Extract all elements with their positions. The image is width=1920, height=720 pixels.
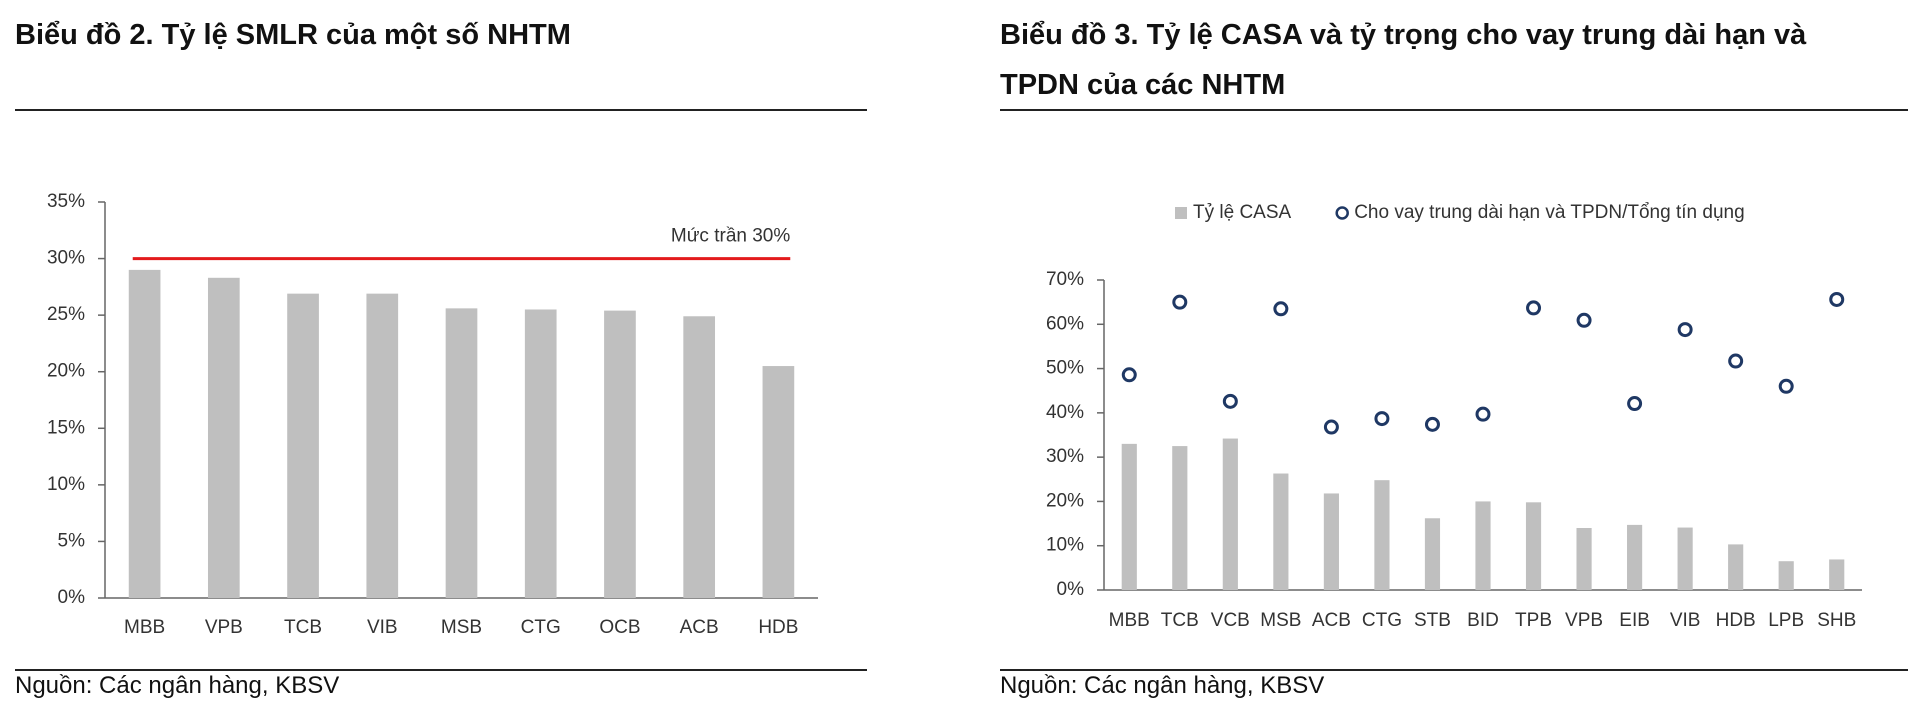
y-tick-label: 20% <box>1046 490 1084 511</box>
x-tick-label: SHB <box>1817 610 1856 631</box>
chart-title: Biểu đồ 2. Tỷ lệ SMLR của một số NHTM <box>15 19 571 51</box>
y-tick-label: 5% <box>58 530 86 551</box>
point <box>1374 411 1390 427</box>
y-tick-label: 10% <box>47 474 85 495</box>
bar <box>683 316 716 598</box>
legend-label: Cho vay trung dài hạn và TPDN/Tổng tín d… <box>1354 202 1744 223</box>
y-tick-label: 30% <box>1046 446 1084 467</box>
point <box>1222 393 1238 409</box>
y-tick-label: 35% <box>47 191 85 212</box>
x-tick-label: ACB <box>680 617 719 638</box>
bar <box>1525 502 1542 590</box>
bar <box>366 293 399 598</box>
point <box>1121 367 1137 383</box>
x-tick-label: MBB <box>1109 610 1150 631</box>
x-tick-label: CTG <box>1362 610 1402 631</box>
x-tick-label: MSB <box>441 617 482 638</box>
y-tick-label: 15% <box>47 417 85 438</box>
bar <box>128 269 161 598</box>
bar <box>1374 480 1390 590</box>
x-tick-label: CTG <box>521 617 561 638</box>
x-tick-label: VIB <box>367 617 398 638</box>
x-tick-label: VPB <box>205 617 243 638</box>
y-tick-label: 70% <box>1046 269 1084 290</box>
bar <box>1424 518 1441 590</box>
x-tick-label: TCB <box>284 617 322 638</box>
bar <box>1172 446 1188 590</box>
x-tick-label: MSB <box>1260 610 1301 631</box>
point <box>1172 294 1188 310</box>
bar <box>1627 524 1643 590</box>
y-tick-label: 50% <box>1046 358 1084 379</box>
bar <box>604 310 636 598</box>
x-tick-label: HDB <box>1716 610 1756 631</box>
legend-marker <box>1335 206 1349 220</box>
point <box>1677 322 1693 338</box>
point <box>1627 396 1643 412</box>
x-tick-label: TPB <box>1515 610 1552 631</box>
x-tick-label: LPB <box>1768 610 1804 631</box>
point <box>1526 300 1542 316</box>
bar <box>1121 443 1137 590</box>
x-tick-label: VCB <box>1211 610 1250 631</box>
x-tick-label: HDB <box>758 617 798 638</box>
point <box>1323 419 1339 435</box>
bar <box>1728 544 1744 590</box>
bar <box>445 308 478 598</box>
point <box>1475 406 1491 422</box>
point <box>1576 312 1592 328</box>
legend-marker <box>1175 207 1187 219</box>
x-tick-label: TCB <box>1161 610 1199 631</box>
y-tick-label: 25% <box>47 304 85 325</box>
bar <box>207 277 240 598</box>
source-note: Nguồn: Các ngân hàng, KBSV <box>15 672 340 699</box>
x-tick-label: BID <box>1467 610 1499 631</box>
x-tick-label: MBB <box>124 617 165 638</box>
bar <box>762 366 795 598</box>
y-tick-label: 0% <box>1057 579 1085 600</box>
x-tick-label: ACB <box>1312 610 1351 631</box>
bar <box>1323 493 1339 590</box>
x-tick-label: STB <box>1414 610 1451 631</box>
x-tick-label: VPB <box>1565 610 1603 631</box>
bar <box>287 293 319 598</box>
bar <box>1778 561 1794 590</box>
reference-label: Mức trần 30% <box>671 226 790 247</box>
chart-title: Biểu đồ 3. Tỷ lệ CASA và tỷ trọng cho va… <box>1000 19 1807 101</box>
bar <box>1829 559 1845 590</box>
y-tick-label: 60% <box>1046 313 1084 334</box>
source-note: Nguồn: Các ngân hàng, KBSV <box>1000 672 1325 699</box>
legend-label: Tỷ lệ CASA <box>1193 202 1292 223</box>
y-tick-label: 20% <box>47 361 85 382</box>
y-tick-label: 10% <box>1046 535 1084 556</box>
bar <box>1677 527 1693 590</box>
point <box>1424 416 1440 432</box>
x-tick-label: EIB <box>1619 610 1650 631</box>
point <box>1273 301 1289 317</box>
point <box>1778 378 1794 394</box>
point <box>1728 353 1744 369</box>
y-tick-label: 0% <box>58 587 86 608</box>
y-tick-label: 40% <box>1046 402 1084 423</box>
y-tick-label: 30% <box>47 248 85 269</box>
bar <box>1222 438 1238 590</box>
x-tick-label: OCB <box>599 617 640 638</box>
bar <box>1273 473 1289 590</box>
bar <box>1475 501 1491 590</box>
x-tick-label: VIB <box>1670 610 1701 631</box>
bar <box>524 309 557 598</box>
bar <box>1576 528 1592 590</box>
point <box>1829 291 1845 307</box>
